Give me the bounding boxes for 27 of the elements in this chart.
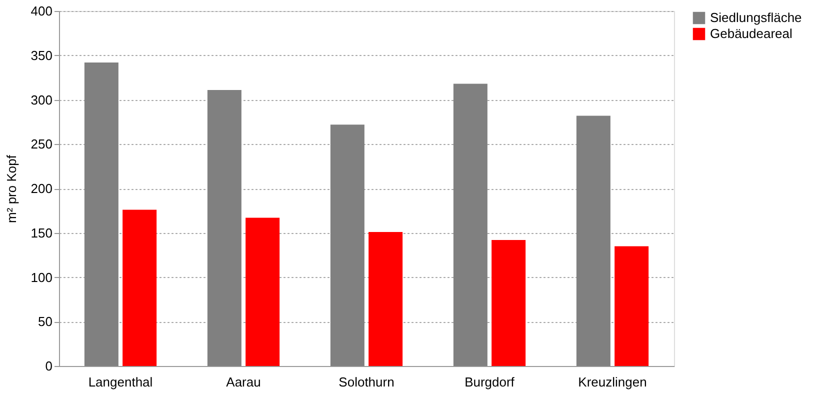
y-tick-label: 0 (45, 358, 52, 374)
bar (492, 240, 526, 366)
bar (330, 124, 364, 366)
x-tick-label: Aarau (226, 374, 261, 390)
y-axis-title: m² pro Kopf (4, 154, 19, 223)
y-tick-label: 100 (30, 270, 52, 285)
y-tick-label: 350 (30, 48, 52, 63)
legend-label: Siedlungsfläche (710, 10, 802, 25)
x-tick-label: Burgdorf (464, 374, 515, 390)
legend-label: Gebäudeareal (710, 26, 793, 41)
bar (246, 218, 280, 366)
x-tick-label: Langenthal (88, 374, 153, 390)
bar (368, 232, 403, 366)
y-tick-label: 250 (30, 136, 52, 152)
y-tick-label: 150 (30, 225, 52, 240)
bar (453, 84, 488, 366)
bar (576, 116, 610, 366)
y-tick-label: 200 (30, 181, 52, 196)
bar (84, 62, 118, 366)
y-tick-label: 50 (38, 314, 52, 330)
bar (614, 246, 649, 366)
bar (207, 90, 242, 366)
bar (122, 210, 157, 366)
y-tick-label: 300 (30, 92, 52, 108)
x-tick-label: Kreuzlingen (578, 374, 647, 390)
x-tick-label: Solothurn (338, 374, 394, 390)
y-tick-label: 400 (30, 4, 52, 18)
